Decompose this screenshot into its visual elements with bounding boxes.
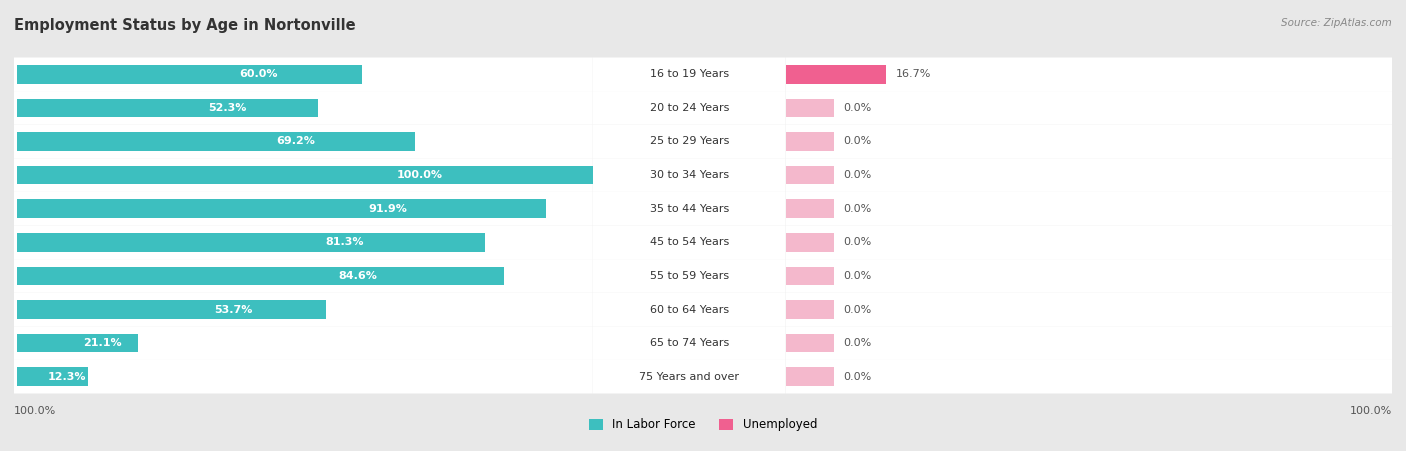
FancyBboxPatch shape (0, 192, 593, 226)
Text: 16.7%: 16.7% (896, 69, 931, 79)
Legend: In Labor Force, Unemployed: In Labor Force, Unemployed (583, 414, 823, 436)
Text: 81.3%: 81.3% (325, 237, 364, 247)
FancyBboxPatch shape (593, 158, 786, 192)
FancyBboxPatch shape (786, 158, 1406, 192)
Bar (17, 99, 318, 117)
Text: 75 Years and over: 75 Years and over (640, 372, 740, 382)
FancyBboxPatch shape (786, 226, 1406, 259)
Text: 55 to 59 Years: 55 to 59 Years (650, 271, 728, 281)
Text: 30 to 34 Years: 30 to 34 Years (650, 170, 728, 180)
Bar (786, 132, 834, 151)
Text: 0.0%: 0.0% (844, 304, 872, 314)
FancyBboxPatch shape (0, 293, 593, 327)
FancyBboxPatch shape (0, 327, 593, 360)
Bar (786, 334, 834, 352)
Bar (17, 132, 415, 151)
FancyBboxPatch shape (0, 124, 593, 158)
Bar (17, 233, 485, 252)
Text: Source: ZipAtlas.com: Source: ZipAtlas.com (1281, 18, 1392, 28)
Text: 21.1%: 21.1% (83, 338, 121, 348)
Text: 100.0%: 100.0% (1350, 406, 1392, 416)
Text: 25 to 29 Years: 25 to 29 Years (650, 137, 728, 147)
FancyBboxPatch shape (786, 192, 1406, 226)
Text: 16 to 19 Years: 16 to 19 Years (650, 69, 728, 79)
Bar (17, 300, 326, 319)
FancyBboxPatch shape (0, 360, 593, 394)
FancyBboxPatch shape (593, 259, 786, 293)
Text: 84.6%: 84.6% (339, 271, 377, 281)
FancyBboxPatch shape (786, 124, 1406, 158)
Bar (786, 199, 834, 218)
Bar (17, 65, 363, 83)
Text: Employment Status by Age in Nortonville: Employment Status by Age in Nortonville (14, 18, 356, 33)
Bar (786, 368, 834, 386)
FancyBboxPatch shape (593, 192, 786, 226)
Text: 53.7%: 53.7% (214, 304, 253, 314)
Bar (17, 267, 505, 285)
FancyBboxPatch shape (593, 226, 786, 259)
Bar (786, 166, 834, 184)
FancyBboxPatch shape (786, 360, 1406, 394)
Text: 0.0%: 0.0% (844, 103, 872, 113)
Bar (17, 199, 546, 218)
FancyBboxPatch shape (786, 91, 1406, 124)
Bar (786, 300, 834, 319)
Text: 0.0%: 0.0% (844, 372, 872, 382)
Text: 0.0%: 0.0% (844, 271, 872, 281)
Text: 69.2%: 69.2% (277, 137, 315, 147)
Bar (17, 334, 138, 352)
Bar (786, 65, 886, 83)
Text: 0.0%: 0.0% (844, 170, 872, 180)
Bar (786, 99, 834, 117)
FancyBboxPatch shape (0, 91, 593, 124)
FancyBboxPatch shape (786, 57, 1406, 91)
Text: 45 to 54 Years: 45 to 54 Years (650, 237, 728, 247)
Bar (17, 368, 87, 386)
Text: 91.9%: 91.9% (368, 204, 406, 214)
Text: 65 to 74 Years: 65 to 74 Years (650, 338, 728, 348)
FancyBboxPatch shape (786, 293, 1406, 327)
Text: 52.3%: 52.3% (208, 103, 247, 113)
Text: 60.0%: 60.0% (239, 69, 278, 79)
Bar (17, 166, 593, 184)
FancyBboxPatch shape (593, 57, 786, 91)
FancyBboxPatch shape (0, 158, 593, 192)
FancyBboxPatch shape (593, 360, 786, 394)
FancyBboxPatch shape (593, 124, 786, 158)
Text: 0.0%: 0.0% (844, 204, 872, 214)
FancyBboxPatch shape (0, 226, 593, 259)
FancyBboxPatch shape (593, 327, 786, 360)
FancyBboxPatch shape (786, 259, 1406, 293)
FancyBboxPatch shape (593, 91, 786, 124)
Bar (786, 267, 834, 285)
Text: 0.0%: 0.0% (844, 338, 872, 348)
Bar (786, 233, 834, 252)
FancyBboxPatch shape (0, 259, 593, 293)
FancyBboxPatch shape (786, 327, 1406, 360)
FancyBboxPatch shape (0, 57, 593, 91)
Text: 0.0%: 0.0% (844, 237, 872, 247)
Text: 35 to 44 Years: 35 to 44 Years (650, 204, 728, 214)
Text: 0.0%: 0.0% (844, 137, 872, 147)
Text: 100.0%: 100.0% (396, 170, 443, 180)
Text: 12.3%: 12.3% (48, 372, 86, 382)
Text: 20 to 24 Years: 20 to 24 Years (650, 103, 728, 113)
Text: 100.0%: 100.0% (14, 406, 56, 416)
Text: 60 to 64 Years: 60 to 64 Years (650, 304, 728, 314)
FancyBboxPatch shape (593, 293, 786, 327)
